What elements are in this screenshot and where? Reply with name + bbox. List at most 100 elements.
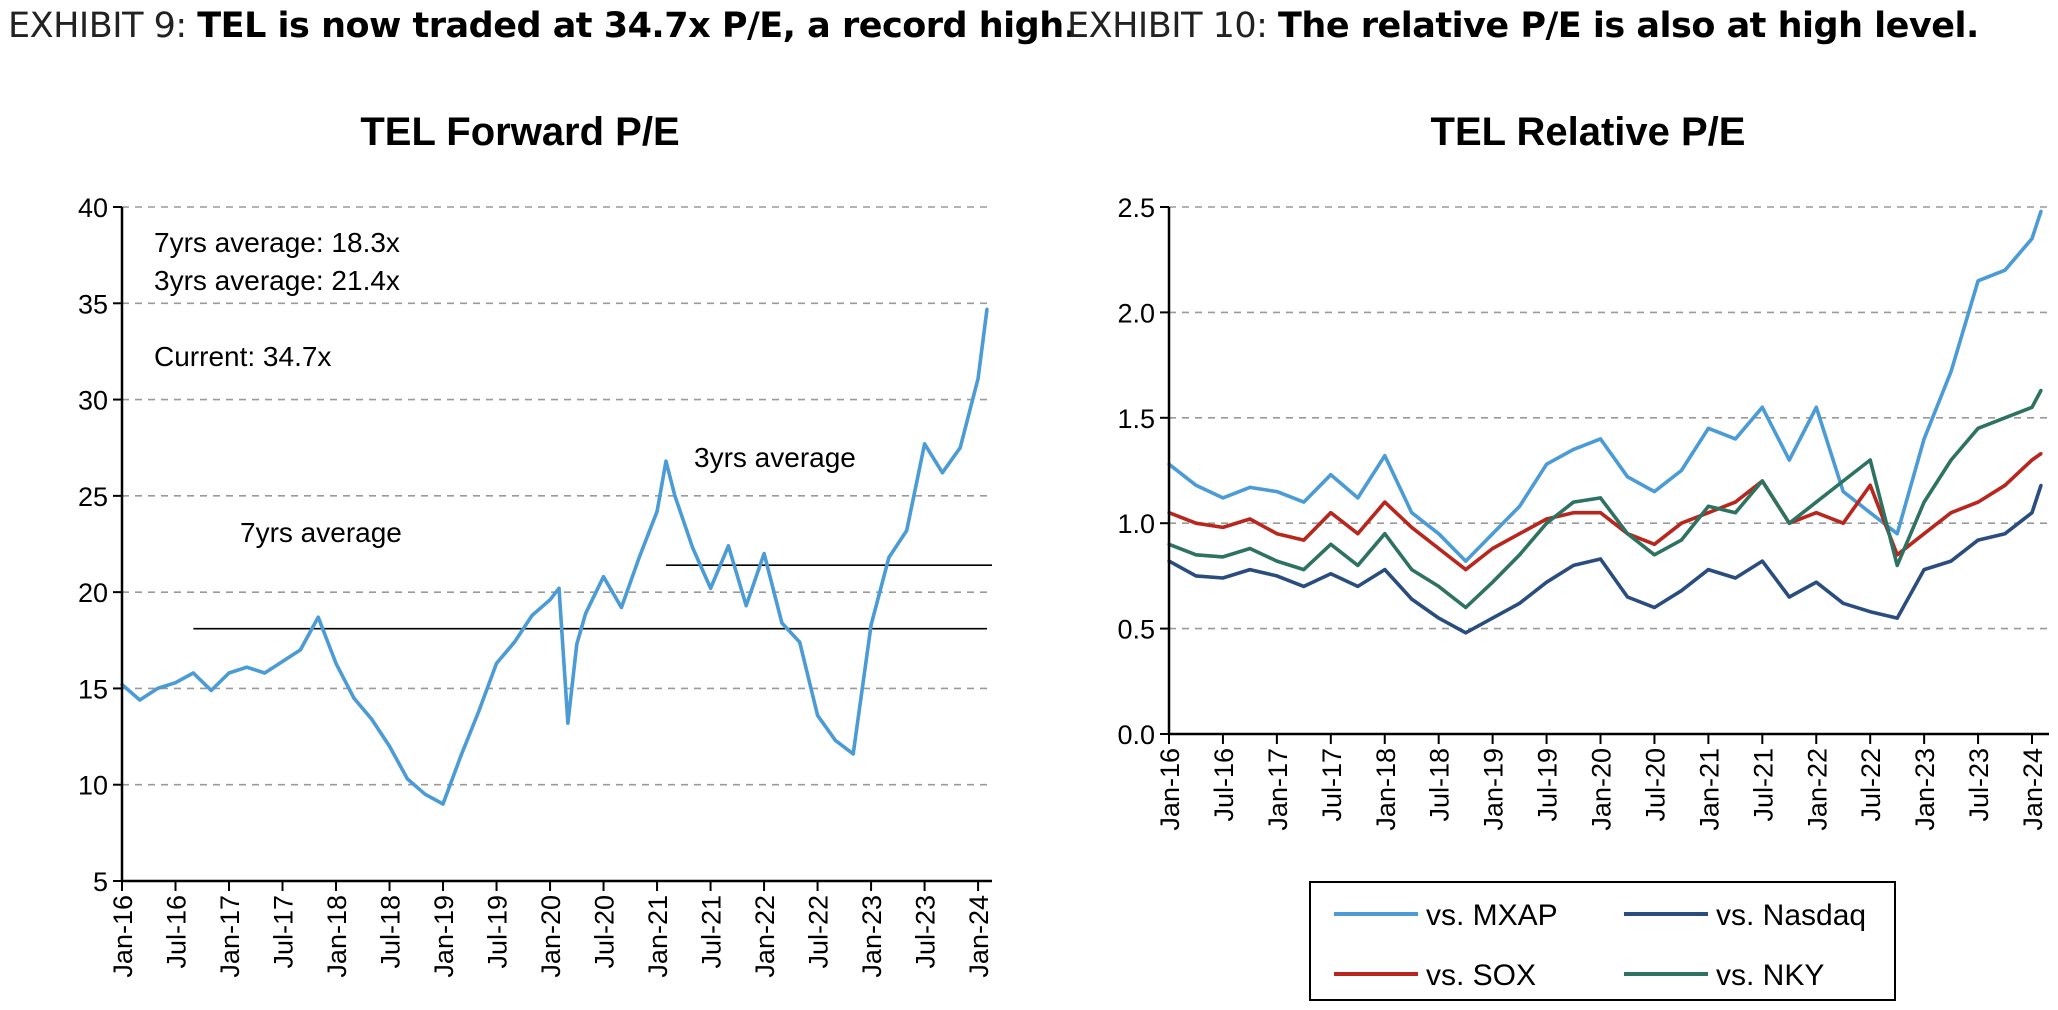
data-point (1868, 458, 1872, 462)
avg3-note: 3yrs average: 21.4x (154, 265, 400, 296)
data-point (477, 709, 481, 714)
data-point (1545, 521, 1549, 525)
data-point (1706, 568, 1710, 572)
data-point (1679, 538, 1683, 542)
data-point (887, 555, 891, 560)
vs-mxap-line (1167, 210, 2043, 563)
data-point (1383, 500, 1387, 504)
data-point (1922, 568, 1926, 572)
data-point (1787, 595, 1791, 599)
data-point (1706, 511, 1710, 515)
data-point (2003, 532, 2007, 536)
data-point (1437, 584, 1441, 589)
data-point (405, 777, 409, 781)
y-tick-label: 20 (78, 578, 108, 608)
data-point (1491, 546, 1495, 551)
data-point (156, 686, 160, 691)
data-point (1652, 542, 1656, 546)
data-point (798, 640, 802, 644)
x-tick-label: Jan-17 (1263, 748, 1293, 831)
data-point (1706, 504, 1710, 508)
data-point (1437, 616, 1441, 620)
data-point (1760, 479, 1764, 483)
relative-pe-series (1167, 209, 2043, 635)
data-point (387, 744, 392, 748)
data-point (816, 713, 820, 718)
data-point (1922, 500, 1926, 504)
forward-pe-chart: TEL Forward P/E 5 10 15 20 25 30 35 40 Jan-16 Ju… (78, 110, 994, 978)
data-point (1491, 616, 1495, 620)
data-point (2003, 268, 2007, 272)
x-tick-label: Jan-21 (1694, 748, 1724, 831)
relative-pe-chart: TEL Relative P/E 0.0 0.5 1.0 1.5 2.0 2.5 Jan-… (1117, 110, 2049, 1001)
x-tick-label: Jan-19 (429, 895, 459, 978)
data-point (138, 698, 142, 702)
data-point (512, 640, 517, 644)
data-point (1787, 521, 1791, 525)
data-point (1491, 532, 1495, 536)
vs-nasdaq-line (1168, 484, 2043, 635)
data-point (691, 546, 695, 550)
data-point (726, 544, 731, 548)
data-point (1302, 538, 1306, 542)
data-point (1410, 597, 1414, 601)
exhibit-9-label: EXHIBIT 9: (8, 6, 187, 46)
x-tick-label: Jul-17 (269, 895, 299, 969)
data-point (1518, 601, 1522, 605)
x-tick-label: Jul-19 (483, 895, 513, 969)
data-point (1598, 557, 1603, 561)
data-point (530, 613, 534, 617)
data-point (1221, 555, 1225, 559)
data-point (976, 376, 980, 380)
x-tick-label: Jan-22 (1802, 748, 1832, 831)
data-point (1814, 500, 1818, 504)
x-tick-label: Jan-23 (1910, 748, 1940, 831)
data-point (1922, 437, 1926, 441)
data-point (1868, 610, 1872, 614)
data-point (2039, 209, 2043, 213)
data-point (566, 721, 570, 725)
data-point (1410, 568, 1414, 572)
data-point (1841, 521, 1845, 525)
data-point (1248, 485, 1252, 489)
data-point (1275, 574, 1279, 578)
x-tick-label: Jul-18 (376, 895, 406, 969)
x-tick-label: Jan-20 (536, 895, 566, 978)
x-tick-label: Jan-23 (857, 895, 887, 978)
data-point (1976, 426, 1980, 430)
data-point (601, 575, 606, 579)
legend-label: vs. Nasdaq (1716, 899, 1866, 932)
x-tick-label: Jan-19 (1479, 748, 1509, 831)
forward-pe-line (120, 308, 989, 806)
data-point (1814, 511, 1818, 515)
data-point (1652, 553, 1656, 557)
y-tick-label: 1.5 (1117, 404, 1155, 434)
data-point (1571, 447, 1576, 451)
forward-pe-x-ticks: Jan-16 Jul-16 Jan-17 Jul-17 Jan-18 Jul-18 Jan-… (108, 881, 994, 978)
data-point (1895, 616, 1899, 620)
data-point (459, 754, 463, 758)
x-tick-label: Jul-23 (1964, 748, 1994, 822)
x-tick-label: Jan-22 (750, 895, 780, 978)
y-tick-label: 25 (78, 482, 108, 512)
data-point (1194, 553, 1198, 557)
data-point (191, 671, 195, 675)
data-point (280, 659, 285, 664)
legend-label: vs. NKY (1716, 959, 1824, 992)
data-point (1545, 517, 1549, 521)
data-point (923, 442, 927, 446)
data-point (1787, 458, 1791, 462)
data-point (664, 459, 668, 463)
data-point (1976, 279, 1980, 283)
relative-pe-y-ticks: 0.0 0.5 1.0 1.5 2.0 2.5 (1117, 193, 1169, 750)
vs-nky-line (1168, 389, 2043, 610)
data-point (985, 307, 989, 311)
data-point (1329, 542, 1333, 546)
data-point (637, 555, 641, 560)
y-tick-label: 2.5 (1117, 193, 1155, 223)
data-point (2003, 483, 2007, 487)
data-point (1868, 483, 1872, 487)
data-point (1949, 369, 1953, 373)
x-tick-label: Jan-18 (1371, 748, 1401, 831)
data-point (1464, 559, 1468, 563)
